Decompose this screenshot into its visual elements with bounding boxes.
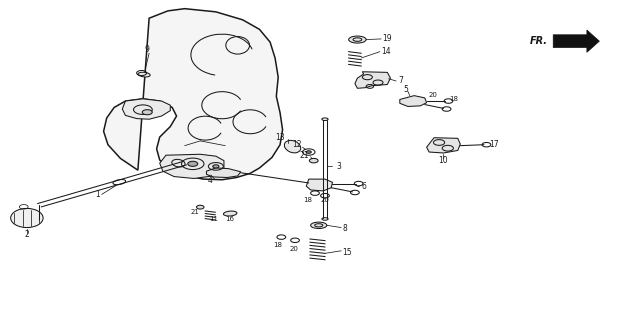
Text: 11: 11	[209, 216, 219, 222]
Text: 20: 20	[321, 197, 329, 203]
Ellipse shape	[349, 36, 366, 43]
Text: 3: 3	[336, 162, 341, 171]
Polygon shape	[206, 168, 241, 178]
Circle shape	[142, 110, 152, 115]
Text: 12: 12	[292, 140, 301, 149]
Polygon shape	[427, 138, 460, 153]
Text: 18: 18	[450, 96, 459, 102]
Polygon shape	[355, 72, 391, 88]
Text: 10: 10	[439, 156, 448, 165]
Text: FR.: FR.	[530, 36, 548, 46]
Text: 17: 17	[489, 140, 499, 149]
Text: 15: 15	[342, 248, 352, 257]
Text: 1: 1	[95, 190, 100, 199]
Text: 16: 16	[226, 216, 234, 222]
Polygon shape	[122, 99, 171, 119]
Text: 13: 13	[275, 133, 284, 142]
Circle shape	[306, 151, 311, 153]
Ellipse shape	[311, 222, 327, 228]
Ellipse shape	[224, 211, 237, 216]
Text: 20: 20	[429, 92, 438, 98]
Text: 14: 14	[381, 47, 391, 56]
Text: 21: 21	[191, 209, 200, 215]
Polygon shape	[160, 154, 224, 179]
Text: 6: 6	[361, 182, 366, 191]
Text: 7: 7	[399, 76, 403, 85]
Text: 19: 19	[382, 35, 392, 44]
Circle shape	[196, 205, 204, 209]
Text: 21: 21	[300, 151, 309, 160]
Polygon shape	[553, 30, 599, 52]
Text: 4: 4	[208, 176, 212, 185]
Ellipse shape	[138, 72, 150, 77]
Polygon shape	[104, 9, 282, 180]
Text: 20: 20	[289, 245, 298, 252]
Text: 2: 2	[24, 230, 29, 239]
Text: 9: 9	[145, 44, 149, 54]
Polygon shape	[306, 179, 332, 191]
Polygon shape	[400, 96, 427, 107]
Text: 18: 18	[274, 242, 282, 248]
Text: 18: 18	[303, 196, 312, 203]
Circle shape	[309, 158, 318, 163]
Ellipse shape	[284, 140, 301, 153]
Circle shape	[213, 165, 219, 168]
Circle shape	[188, 161, 198, 166]
Text: 8: 8	[342, 224, 347, 233]
Ellipse shape	[11, 208, 43, 228]
Text: 5: 5	[404, 85, 409, 94]
